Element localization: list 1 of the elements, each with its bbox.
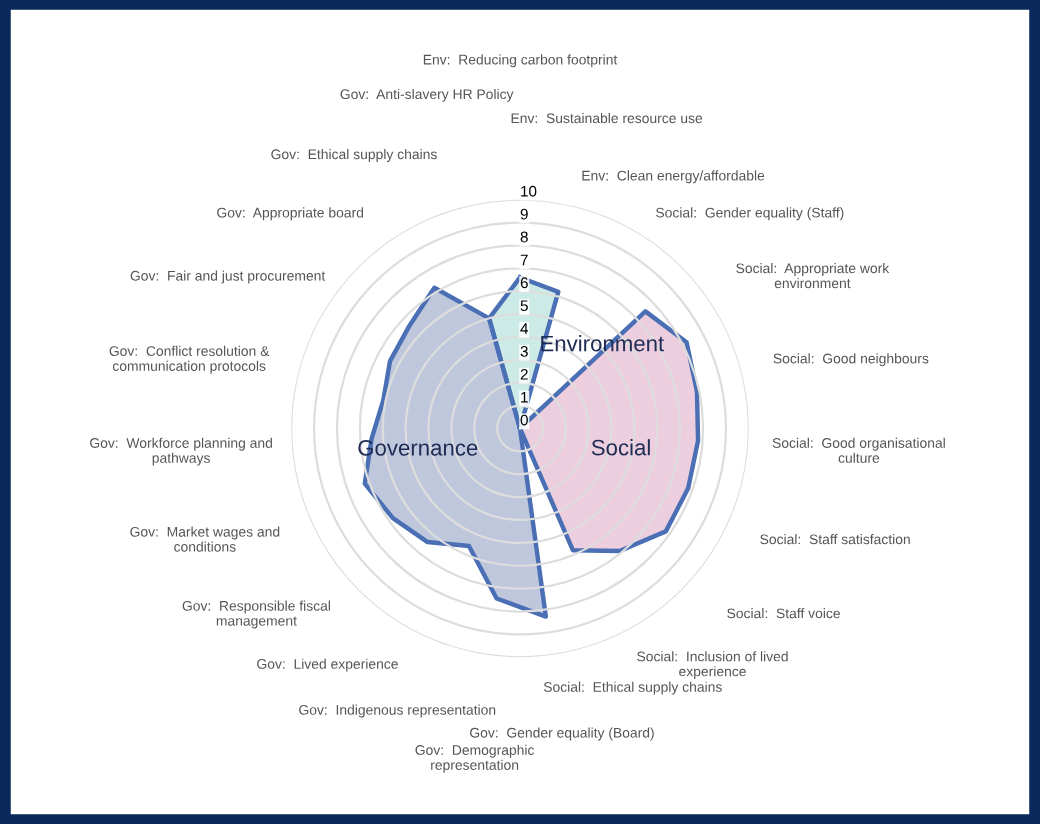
series-label: Social xyxy=(591,439,650,456)
